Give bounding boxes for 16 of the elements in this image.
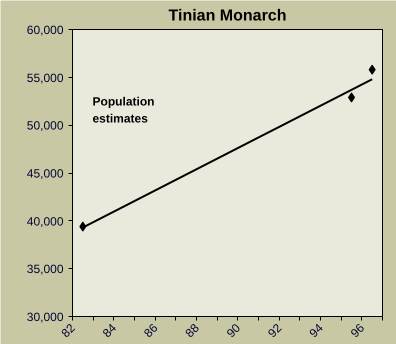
y-tick-label: 50,000: [26, 118, 64, 133]
x-tick-label: 96: [348, 320, 368, 340]
y-tick-label: 55,000: [26, 70, 64, 85]
y-tick-label: 35,000: [26, 262, 64, 276]
annotation: Population estimates: [92, 94, 154, 126]
x-tick-label: 94: [306, 320, 326, 340]
x-tick-label: 88: [182, 320, 202, 340]
y-tick-label: 40,000: [26, 214, 64, 228]
point: [368, 64, 376, 75]
x-tick-label: 86: [141, 320, 161, 340]
x-tick-label: 90: [224, 320, 244, 340]
y-tick-label: 45,000: [26, 166, 64, 180]
chart-title: Tinian Monarch: [168, 8, 286, 24]
x-tick-label: 92: [265, 320, 285, 340]
x-tick-label: 84: [100, 320, 120, 340]
y-tick-label: 60,000: [26, 23, 64, 37]
